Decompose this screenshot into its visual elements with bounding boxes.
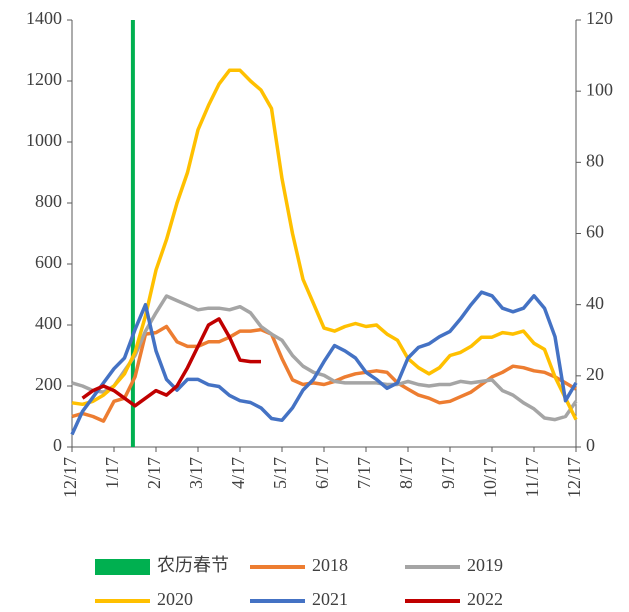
- y2-tick-label: 20: [586, 364, 604, 384]
- legend-label: 2019: [467, 555, 503, 575]
- x-tick-label: 12/17: [564, 457, 584, 498]
- y-tick-label: 800: [35, 191, 62, 211]
- y-tick-label: 1000: [26, 130, 62, 150]
- series-line: [70, 290, 578, 436]
- y-tick-label: 0: [53, 435, 62, 455]
- series-line: [71, 324, 577, 423]
- y2-tick-label: 80: [586, 150, 604, 170]
- x-tick-label: 5/17: [270, 457, 290, 489]
- x-tick-label: 6/17: [312, 457, 332, 489]
- y-tick-label: 1200: [26, 69, 62, 89]
- y2-tick-label: 40: [586, 293, 604, 313]
- y2-tick-label: 120: [586, 8, 613, 28]
- x-tick-label: 7/17: [354, 457, 374, 489]
- series-line: [71, 294, 578, 422]
- y-tick-label: 1400: [26, 8, 62, 28]
- legend-label: 2020: [157, 589, 193, 609]
- x-tick-label: 1/17: [102, 457, 122, 489]
- legend-label: 农历春节: [157, 555, 229, 575]
- y-tick-label: 600: [35, 252, 62, 272]
- y2-tick-label: 100: [586, 79, 613, 99]
- x-tick-label: 11/17: [522, 457, 542, 497]
- x-tick-label: 4/17: [228, 457, 248, 489]
- y2-tick-label: 60: [586, 222, 604, 242]
- legend-label: 2021: [312, 589, 348, 609]
- legend-swatch: [95, 559, 150, 575]
- y-tick-label: 400: [35, 313, 62, 333]
- x-tick-label: 10/17: [480, 457, 500, 498]
- x-tick-label: 3/17: [186, 457, 206, 489]
- y-tick-label: 200: [35, 374, 62, 394]
- series-line: [71, 68, 578, 421]
- x-tick-label: 2/17: [144, 457, 164, 489]
- x-tick-label: 12/17: [60, 457, 80, 498]
- y2-tick-label: 0: [586, 435, 595, 455]
- x-tick-label: 9/17: [438, 457, 458, 489]
- series-line: [81, 317, 261, 408]
- legend-label: 2018: [312, 555, 348, 575]
- x-tick-label: 8/17: [396, 457, 416, 489]
- legend-label: 2022: [467, 589, 503, 609]
